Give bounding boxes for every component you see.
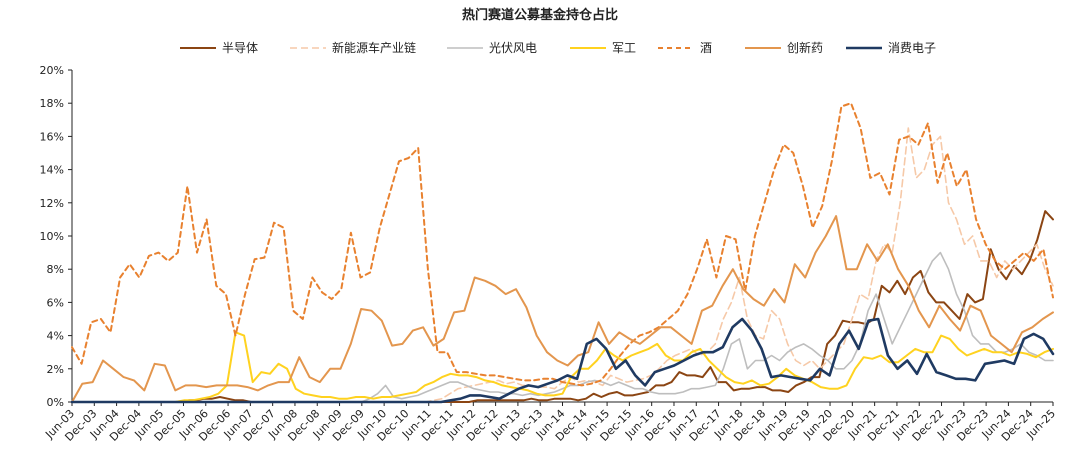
series-line-3 xyxy=(71,251,1054,403)
plot-area xyxy=(70,102,1055,404)
series-line-7 xyxy=(70,317,1055,404)
y-tick-label: 16% xyxy=(40,130,64,143)
series-line-5 xyxy=(71,102,1054,387)
series-line-1 xyxy=(71,210,1054,403)
legend-label: 创新药 xyxy=(787,40,823,55)
legend-label: 消费电子 xyxy=(888,41,936,55)
legend-label: 新能源车产业链 xyxy=(332,40,416,55)
chart-title: 热门赛道公募基金持仓占比 xyxy=(462,7,618,23)
x-axis: Jun-03Dec-03Jun-04Dec-04Jun-05Dec-05Jun-… xyxy=(42,401,1058,444)
legend-label: 半导体 xyxy=(222,41,258,55)
y-tick-label: 18% xyxy=(40,97,64,110)
y-tick-label: 0% xyxy=(47,396,64,409)
series-line-4 xyxy=(71,331,1054,403)
y-axis: 0% 2% 4% 6% 8% 10% 12% 14% 16% 18% 20% xyxy=(40,64,73,409)
y-tick-label: 12% xyxy=(40,197,64,210)
legend-label: 光伏风电 xyxy=(489,41,537,55)
legend-label: 酒 xyxy=(700,41,712,55)
y-tick-label: 2% xyxy=(47,363,64,376)
series-line-6 xyxy=(71,215,1054,403)
y-tick-label: 4% xyxy=(47,330,64,343)
y-tick-label: 6% xyxy=(47,296,64,309)
y-tick-label: 14% xyxy=(40,164,64,177)
legend-label: 军工 xyxy=(612,41,636,55)
y-tick-label: 20% xyxy=(40,64,64,77)
y-tick-label: 8% xyxy=(47,263,64,276)
legend: 半导体 新能源车产业链 光伏风电 军工 酒 创新药 消费电子 xyxy=(180,40,936,55)
y-tick-label: 10% xyxy=(40,230,64,243)
